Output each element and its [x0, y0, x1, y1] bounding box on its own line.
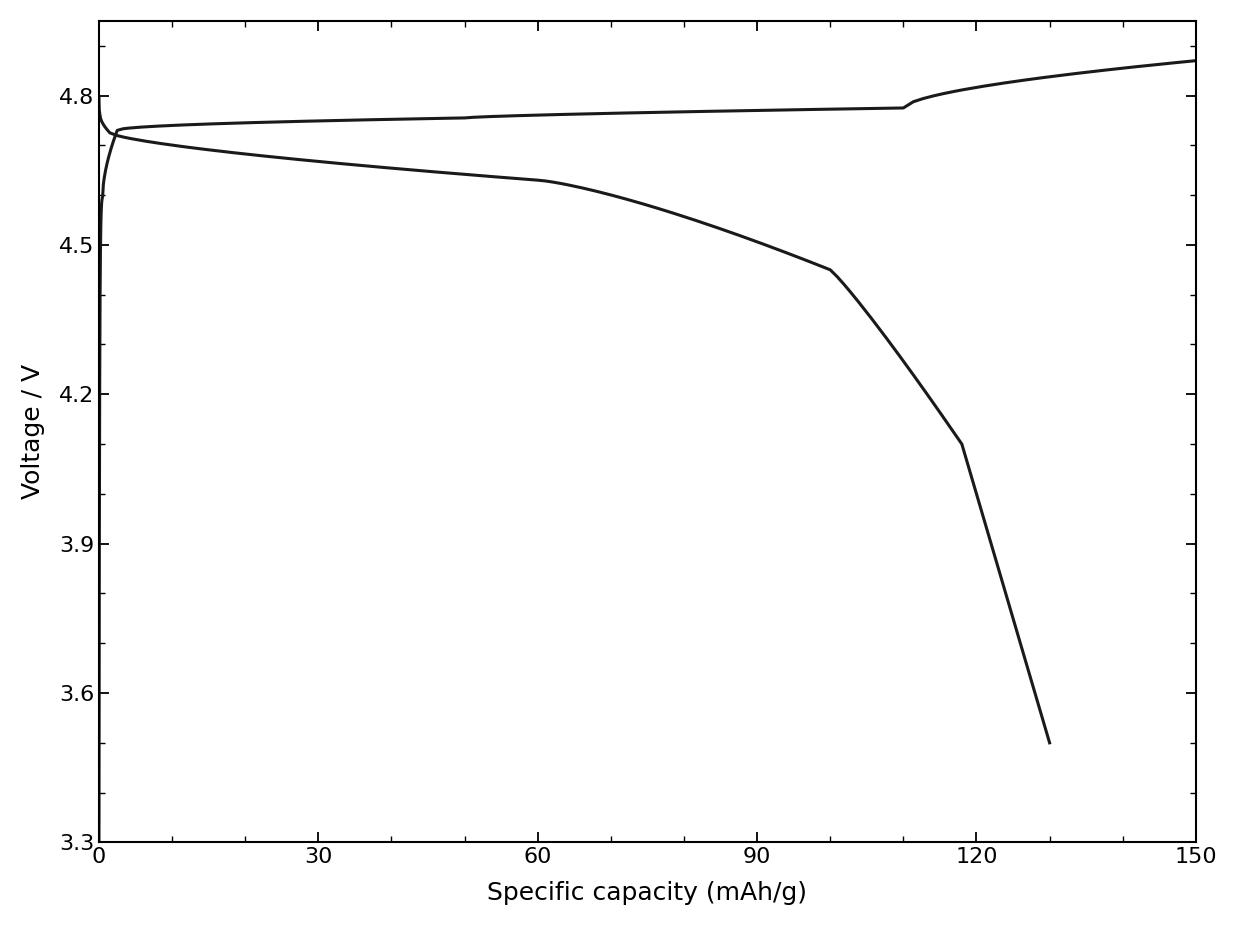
X-axis label: Specific capacity (mAh/g): Specific capacity (mAh/g)	[488, 882, 807, 906]
Y-axis label: Voltage / V: Voltage / V	[21, 364, 45, 499]
